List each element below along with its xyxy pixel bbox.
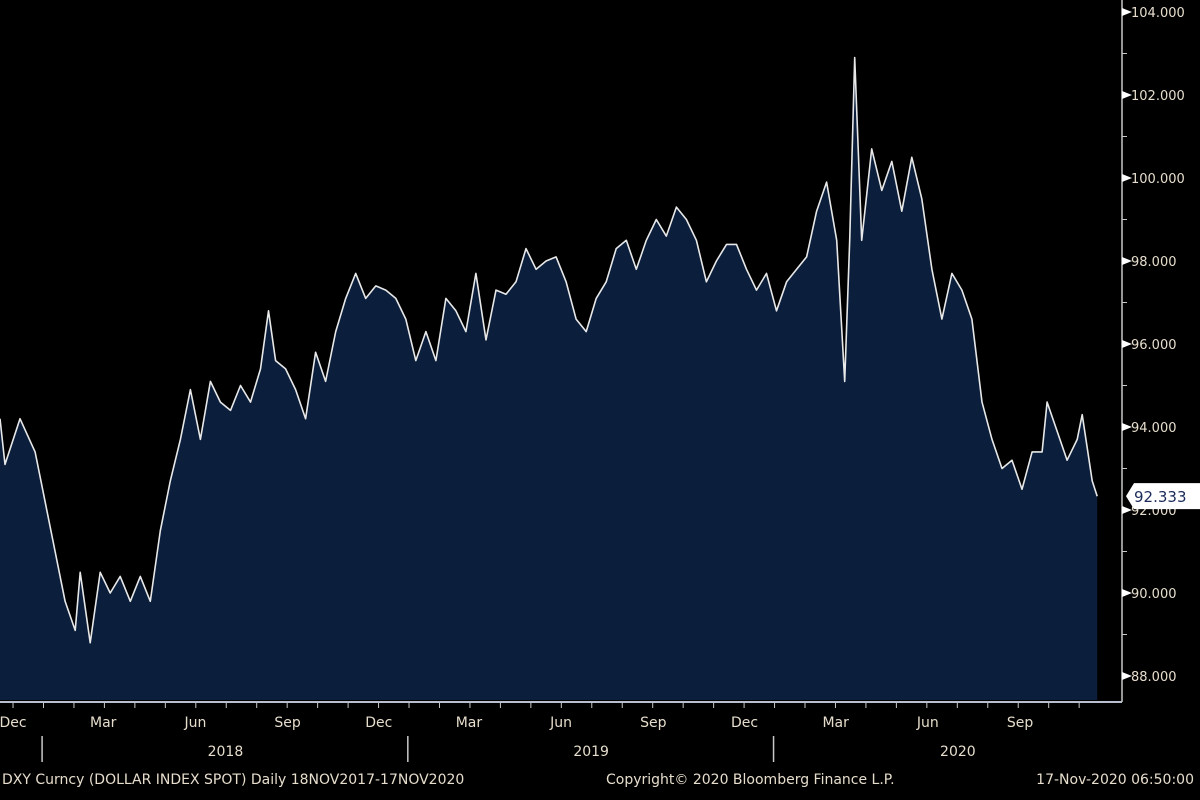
- area-fill: [0, 57, 1098, 701]
- y-tick-label: 96.000: [1131, 338, 1177, 353]
- x-tick-label: Jun: [549, 715, 572, 731]
- x-year-label: 2020: [940, 744, 976, 760]
- y-tick-arrow: [1122, 8, 1132, 16]
- x-tick-label: Sep: [274, 715, 301, 731]
- x-tick-label: Dec: [0, 715, 27, 731]
- x-tick-label: Jun: [183, 715, 206, 731]
- y-tick-arrow: [1122, 174, 1132, 182]
- last-value-label: 92.333: [1134, 488, 1187, 506]
- y-tick-label: 100.000: [1131, 172, 1185, 187]
- last-value-badge: [1126, 483, 1200, 510]
- y-tick-arrow: [1122, 506, 1132, 514]
- y-tick-arrow: [1122, 423, 1132, 431]
- chart-description: DXY Curncy (DOLLAR INDEX SPOT) Daily 18N…: [2, 772, 465, 788]
- y-tick-arrow: [1122, 672, 1132, 680]
- y-tick-label: 94.000: [1131, 421, 1177, 436]
- y-tick-arrow: [1122, 589, 1132, 597]
- y-tick-arrow: [1122, 91, 1132, 99]
- y-tick-label: 98.000: [1131, 255, 1177, 270]
- series-line-dxy: [0, 56, 1098, 644]
- x-year-label: 2018: [208, 744, 244, 760]
- y-tick-label: 88.000: [1131, 670, 1177, 685]
- x-tick-label: Mar: [822, 715, 849, 731]
- x-tick-label: Sep: [640, 715, 667, 731]
- copyright: Copyright© 2020 Bloomberg Finance L.P.: [606, 772, 895, 788]
- x-tick-label: Mar: [456, 715, 483, 731]
- x-tick-label: Jun: [916, 715, 939, 731]
- x-year-label: 2019: [573, 744, 609, 760]
- x-tick-label: Mar: [90, 715, 117, 731]
- y-tick-arrow: [1122, 257, 1132, 265]
- y-tick-label: 90.000: [1131, 587, 1177, 602]
- timestamp: 17-Nov-2020 06:50:00: [1036, 772, 1194, 788]
- y-tick-label: 102.000: [1131, 89, 1185, 104]
- x-tick-label: Sep: [1007, 715, 1034, 731]
- y-tick-label: 104.000: [1131, 6, 1185, 21]
- y-tick-arrow: [1122, 340, 1132, 348]
- x-tick-label: Dec: [731, 715, 758, 731]
- x-tick-label: Dec: [365, 715, 392, 731]
